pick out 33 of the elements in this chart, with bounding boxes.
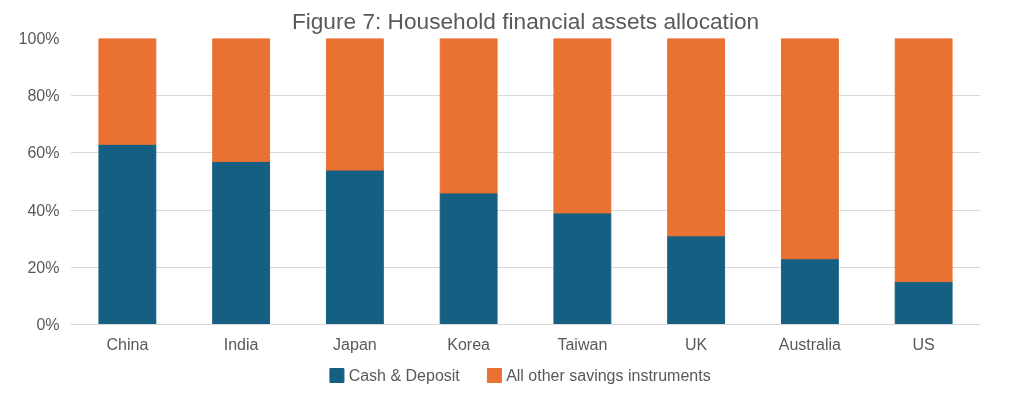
bar	[212, 38, 271, 162]
x-tick-label: UK	[685, 335, 708, 353]
legend-label: All other savings instruments	[506, 367, 711, 384]
x-tick-label: Japan	[333, 335, 377, 353]
bar	[98, 143, 157, 325]
x-tick-label: Australia	[778, 335, 842, 353]
bar	[439, 38, 498, 194]
chart-title: Figure 7: Household financial assets allocation	[291, 7, 760, 34]
x-tick-label: US	[912, 335, 935, 353]
x-tick-label: Korea	[447, 335, 491, 353]
y-tick-label: 100%	[18, 30, 60, 47]
y-tick-label: 80%	[27, 87, 60, 105]
x-tick-label: China	[106, 335, 149, 353]
bar	[667, 38, 726, 237]
y-tick-label: 0%	[36, 316, 60, 333]
y-tick-label: 40%	[27, 201, 60, 219]
x-tick-label: India	[223, 335, 259, 353]
bar	[325, 169, 384, 325]
bar	[212, 160, 271, 325]
x-tick-label: Taiwan	[557, 335, 608, 353]
bar	[439, 192, 498, 325]
bar	[780, 258, 839, 325]
bar	[780, 38, 839, 260]
y-tick-label: 20%	[27, 258, 60, 276]
y-tick-label: 60%	[27, 144, 60, 162]
bar	[667, 235, 726, 325]
legend-label: Cash & Deposit	[348, 367, 461, 384]
bar	[325, 38, 384, 171]
bar	[553, 38, 612, 214]
bar	[894, 281, 953, 325]
bar	[553, 212, 612, 325]
bar	[98, 38, 157, 145]
bar	[894, 38, 953, 283]
